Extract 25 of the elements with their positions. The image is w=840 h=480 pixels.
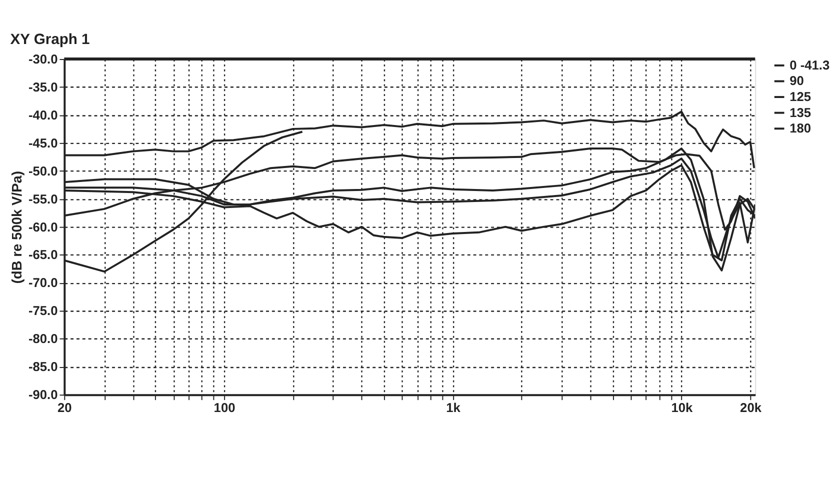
y-tick-label: -45.0	[28, 135, 58, 150]
legend-label: 125	[790, 88, 812, 104]
y-tick-label: -40.0	[28, 107, 58, 122]
y-tick-label: -70.0	[28, 275, 58, 290]
x-tick-label: 20k	[740, 400, 762, 415]
y-axis-title: (dB re 500k V/Pa)	[8, 170, 25, 284]
x-tick-label: 100	[214, 400, 236, 415]
y-tick-label: -55.0	[28, 191, 58, 206]
y-tick-label: -30.0	[28, 51, 58, 66]
legend-label: 0 -41.3	[790, 57, 830, 72]
y-tick-label: -50.0	[28, 163, 58, 178]
y-tick-label: -80.0	[28, 331, 58, 346]
legend-label: 90	[790, 73, 804, 88]
legend-label: 180	[790, 120, 812, 136]
x-tick-label: 1k	[446, 400, 462, 415]
x-tick-label: 20	[58, 400, 72, 415]
x-tick-label: 10k	[671, 400, 694, 415]
y-tick-label: -60.0	[28, 219, 58, 234]
y-tick-label: -75.0	[28, 303, 58, 318]
y-tick-label: -35.0	[28, 79, 58, 94]
legend-label: 135	[790, 104, 812, 120]
y-tick-label: -85.0	[28, 359, 58, 374]
y-tick-label: -65.0	[28, 247, 58, 262]
chart-title: XY Graph 1	[10, 32, 90, 48]
y-tick-label: -90.0	[28, 387, 58, 402]
